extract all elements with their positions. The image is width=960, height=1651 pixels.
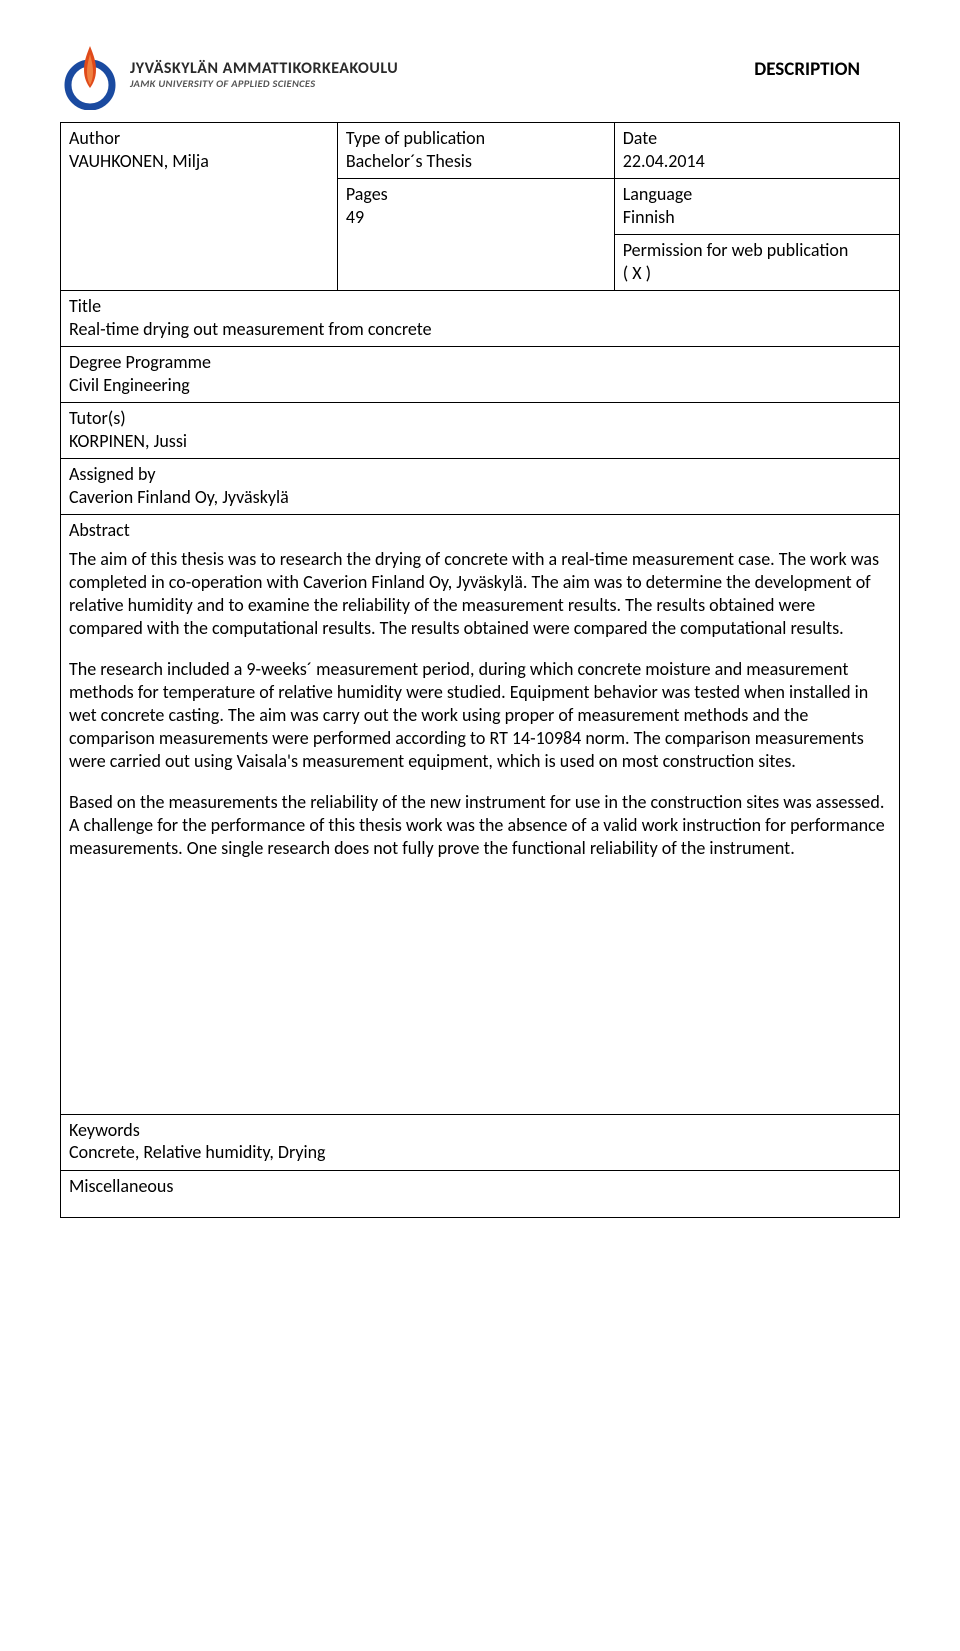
keywords-label: Keywords (69, 1119, 891, 1142)
page-header: JYVÄSKYLÄN AMMATTIKORKEAKOULU JAMK UNIVE… (60, 40, 900, 110)
pubtype-cell: Type of publication Bachelor´s Thesis (337, 123, 614, 179)
pages-cell: Pages 49 (337, 179, 614, 291)
permission-value: ( X ) (623, 262, 891, 285)
pages-label: Pages (346, 183, 606, 206)
document-type-label: DESCRIPTION (754, 40, 900, 81)
abstract-paragraph: The research included a 9-weeks´ measure… (69, 658, 891, 773)
date-label: Date (623, 127, 891, 150)
permission-label: Permission for web publication (623, 239, 891, 262)
keywords-value: Concrete, Relative humidity, Drying (69, 1141, 891, 1164)
abstract-paragraph: The aim of this thesis was to research t… (69, 548, 891, 640)
pubtype-label: Type of publication (346, 127, 606, 150)
degree-value: Civil Engineering (69, 374, 891, 397)
abstract-cell: Abstract The aim of this thesis was to r… (61, 515, 900, 1115)
abstract-spacer (69, 878, 891, 1108)
author-value: VAUHKONEN, Milja (69, 150, 329, 173)
miscellaneous-cell: Miscellaneous (61, 1170, 900, 1218)
miscellaneous-label: Miscellaneous (69, 1175, 891, 1198)
assigned-value: Caverion Finland Oy, Jyväskylä (69, 486, 891, 509)
table-row: Abstract The aim of this thesis was to r… (61, 515, 900, 1115)
table-row: Tutor(s) KORPINEN, Jussi (61, 403, 900, 459)
author-label: Author (69, 127, 329, 150)
title-label: Title (69, 295, 891, 318)
table-row: Assigned by Caverion Finland Oy, Jyväsky… (61, 459, 900, 515)
abstract-label: Abstract (69, 519, 891, 542)
degree-label: Degree Programme (69, 351, 891, 374)
keywords-cell: Keywords Concrete, Relative humidity, Dr… (61, 1114, 900, 1170)
language-value: Finnish (623, 206, 891, 229)
table-row: Keywords Concrete, Relative humidity, Dr… (61, 1114, 900, 1170)
abstract-body: The aim of this thesis was to research t… (69, 548, 891, 860)
language-cell: Language Finnish (614, 179, 899, 235)
institution-name-fi: JYVÄSKYLÄN AMMATTIKORKEAKOULU (130, 61, 398, 78)
institution-name: JYVÄSKYLÄN AMMATTIKORKEAKOULU JAMK UNIVE… (130, 61, 398, 89)
description-table: Author VAUHKONEN, Milja Type of publicat… (60, 122, 900, 1218)
institution-name-en: JAMK UNIVERSITY OF APPLIED SCIENCES (130, 78, 398, 89)
date-cell: Date 22.04.2014 (614, 123, 899, 179)
title-cell: Title Real-time drying out measurement f… (61, 291, 900, 347)
author-cell: Author VAUHKONEN, Milja (61, 123, 338, 291)
pubtype-value: Bachelor´s Thesis (346, 150, 606, 173)
degree-cell: Degree Programme Civil Engineering (61, 347, 900, 403)
table-row: Miscellaneous (61, 1170, 900, 1218)
abstract-paragraph: Based on the measurements the reliabilit… (69, 791, 891, 860)
misc-spacer (69, 1197, 891, 1211)
tutors-value: KORPINEN, Jussi (69, 430, 891, 453)
pages-value: 49 (346, 206, 606, 229)
table-row: Title Real-time drying out measurement f… (61, 291, 900, 347)
tutors-label: Tutor(s) (69, 407, 891, 430)
jamk-logo-icon (60, 40, 120, 110)
tutors-cell: Tutor(s) KORPINEN, Jussi (61, 403, 900, 459)
table-row: Author VAUHKONEN, Milja Type of publicat… (61, 123, 900, 179)
permission-cell: Permission for web publication ( X ) (614, 235, 899, 291)
assigned-label: Assigned by (69, 463, 891, 486)
title-value: Real-time drying out measurement from co… (69, 318, 891, 341)
assigned-cell: Assigned by Caverion Finland Oy, Jyväsky… (61, 459, 900, 515)
language-label: Language (623, 183, 891, 206)
institution-logo-block: JYVÄSKYLÄN AMMATTIKORKEAKOULU JAMK UNIVE… (60, 40, 398, 110)
date-value: 22.04.2014 (623, 150, 891, 173)
table-row: Degree Programme Civil Engineering (61, 347, 900, 403)
